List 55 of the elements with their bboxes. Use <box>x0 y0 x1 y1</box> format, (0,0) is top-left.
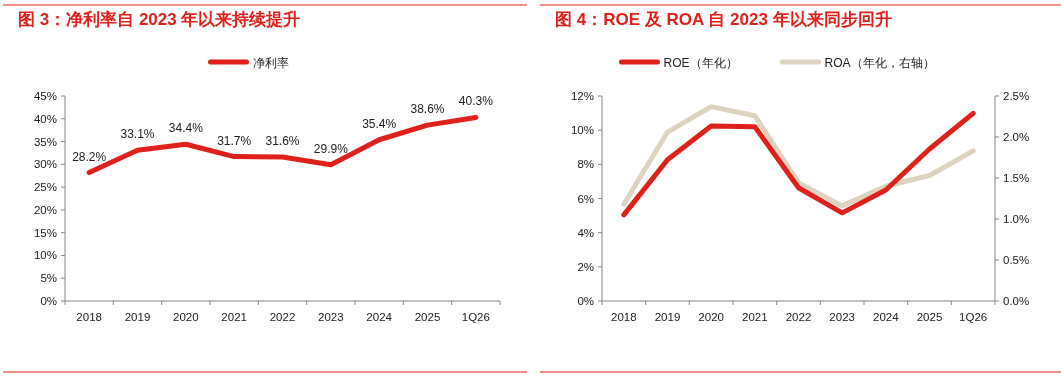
data-label: 33.1% <box>120 127 155 142</box>
y2-tick-label: 2.0% <box>1003 131 1030 143</box>
x-tick-label: 2022 <box>785 311 812 323</box>
x-tick-label: 2024 <box>873 311 900 323</box>
x-tick-label: 2021 <box>221 311 247 323</box>
x-tick-label: 2020 <box>173 311 199 323</box>
legend-label: 净利率 <box>252 55 289 70</box>
legend-label: ROA（年化，右轴） <box>824 55 935 70</box>
y-tick-label: 2% <box>577 260 594 273</box>
x-tick-label: 2020 <box>698 311 724 323</box>
y2-tick-label: 0.5% <box>1003 254 1030 266</box>
x-tick-label: 2025 <box>414 311 441 323</box>
y-tick-label: 10% <box>33 249 57 262</box>
x-tick-label: 2024 <box>366 311 393 323</box>
chart-title: 图 4：ROE 及 ROA 自 2023 年以来同步回升 <box>555 10 892 29</box>
x-tick-label: 2021 <box>742 311 768 323</box>
data-label: 34.4% <box>168 121 204 136</box>
data-label: 31.6% <box>265 134 300 149</box>
data-label: 29.9% <box>313 141 349 156</box>
y-tick-label: 12% <box>570 90 594 102</box>
data-label: 31.7% <box>217 133 252 148</box>
y-tick-label: 8% <box>577 158 594 171</box>
y-tick-label: 25% <box>33 181 57 194</box>
y-tick-label: 5% <box>40 272 57 285</box>
y-tick-label: 15% <box>33 226 57 239</box>
x-tick-label: 2023 <box>829 311 855 323</box>
y2-tick-label: 1.5% <box>1003 172 1030 184</box>
y-tick-label: 4% <box>577 226 594 239</box>
data-label: 35.4% <box>362 116 397 131</box>
y-tick-label: 0% <box>577 295 594 307</box>
y-tick-label: 0% <box>40 295 57 307</box>
data-label: 38.6% <box>410 102 445 117</box>
x-tick-label: 2019 <box>654 311 681 323</box>
y-tick-label: 6% <box>577 192 594 205</box>
x-tick-label: 1Q26 <box>461 311 490 323</box>
data-label: 40.3% <box>458 94 494 109</box>
x-tick-label: 2018 <box>76 311 102 323</box>
x-tick-label: 2025 <box>916 311 943 323</box>
y2-tick-label: 0.0% <box>1003 295 1030 307</box>
y2-tick-label: 1.0% <box>1003 213 1030 225</box>
y-tick-label: 10% <box>570 124 594 137</box>
x-tick-label: 2018 <box>611 311 637 323</box>
y-tick-label: 20% <box>33 203 57 216</box>
data-label: 28.2% <box>72 149 107 164</box>
legend-label: ROE（年化） <box>663 55 738 70</box>
chart-title: 图 3：净利率自 2023 年以来持续提升 <box>18 10 301 29</box>
y-tick-label: 30% <box>33 158 57 171</box>
x-tick-label: 2022 <box>269 311 296 323</box>
x-tick-label: 2019 <box>124 311 151 323</box>
y-tick-label: 45% <box>33 90 57 102</box>
y-tick-label: 35% <box>33 135 57 148</box>
x-tick-label: 2023 <box>318 311 344 323</box>
x-tick-label: 1Q26 <box>959 311 988 323</box>
y-tick-label: 40% <box>33 112 57 125</box>
y2-tick-label: 2.5% <box>1003 90 1030 102</box>
